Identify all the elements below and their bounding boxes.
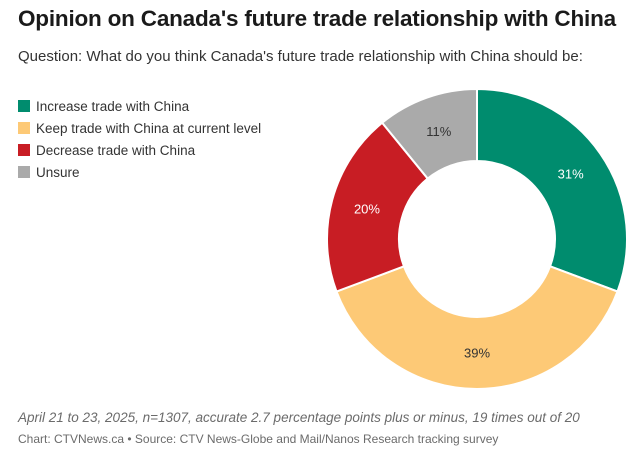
donut-slice-decrease (326, 121, 430, 293)
chart-subtitle: Question: What do you think Canada's fut… (18, 48, 583, 65)
legend-swatch-increase (18, 100, 30, 112)
legend-label-keep: Keep trade with China at current level (36, 120, 262, 136)
legend-item-keep: Keep trade with China at current level (18, 117, 261, 139)
donut-slice-keep (335, 265, 619, 390)
slice-label-increase: 31% (558, 167, 584, 182)
legend-swatch-decrease (18, 144, 30, 156)
donut-slice-unsure (380, 87, 478, 180)
slice-label-unsure: 11% (426, 124, 451, 139)
donut-slice-increase (476, 87, 628, 293)
legend-swatch-unsure (18, 166, 30, 178)
slice-label-keep: 39% (464, 346, 490, 361)
legend-label-increase: Increase trade with China (36, 98, 190, 114)
survey-note: April 21 to 23, 2025, n=1307, accurate 2… (18, 410, 580, 425)
legend: Increase trade with China Keep trade wit… (18, 95, 261, 183)
legend-item-increase: Increase trade with China (18, 95, 261, 117)
legend-item-decrease: Decrease trade with China (18, 139, 261, 161)
legend-label-unsure: Unsure (36, 164, 80, 180)
slice-label-decrease: 20% (354, 202, 380, 217)
legend-item-unsure: Unsure (18, 161, 261, 183)
legend-swatch-keep (18, 122, 30, 134)
chart-source: Chart: CTVNews.ca • Source: CTV News-Glo… (18, 432, 499, 446)
legend-label-decrease: Decrease trade with China (36, 142, 196, 158)
chart-title: Opinion on Canada's future trade relatio… (18, 6, 616, 31)
